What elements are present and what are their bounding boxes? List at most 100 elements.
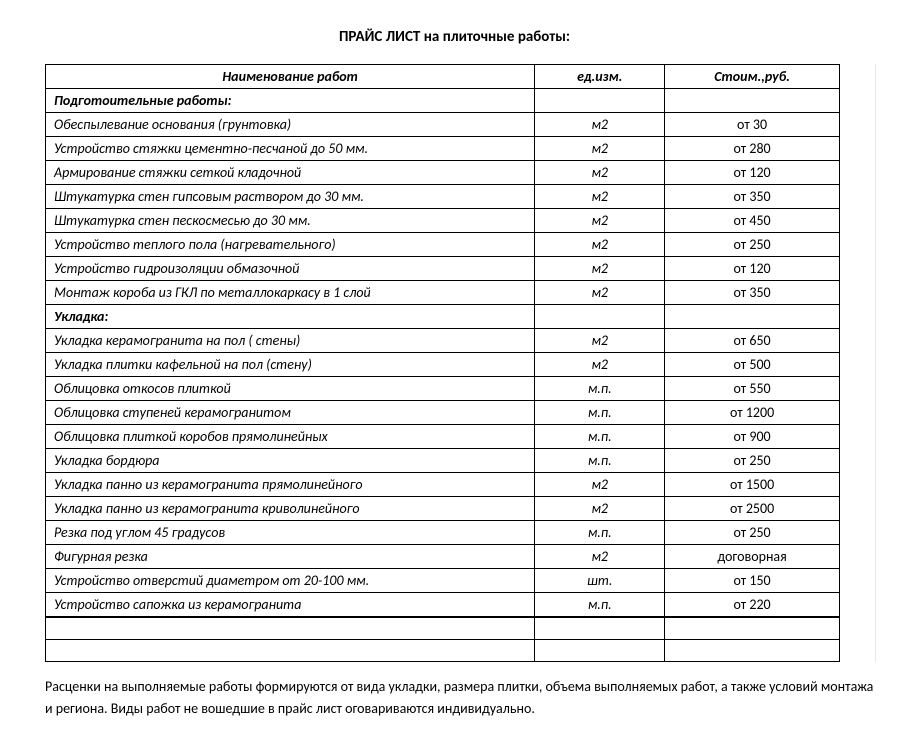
price-table: Наименование работ ед.изм. Стоим.,руб. П… [45,64,840,617]
blank-cell [46,640,535,662]
header-name: Наименование работ [46,65,535,89]
cell-name: Устройство гидроизоляции обмазочной [46,257,535,281]
cell-price: от 250 [665,521,840,545]
cell-price: от 2500 [665,497,840,521]
cell-name: Облицовка ступеней керамогранитом [46,401,535,425]
cell-price: от 1200 [665,401,840,425]
cell-name: Резка под углом 45 градусов [46,521,535,545]
cell-unit: м2 [535,473,665,497]
cell-name: Укладка: [46,305,535,329]
table-row: Устройство стяжки цементно-песчаной до 5… [46,137,840,161]
cell-name: Штукатурка стен гипсовым раствором до 30… [46,185,535,209]
cell-price: от 250 [665,449,840,473]
cell-name: Армирование стяжки сеткой кладочной [46,161,535,185]
cell-unit [535,89,665,113]
page-title: ПРАЙС ЛИСТ на плиточные работы: [10,28,899,46]
cell-name: Фигурная резка [46,545,535,569]
table-row: Резка под углом 45 градусовм.п.от 250 [46,521,840,545]
section-row: Подготоительные работы: [46,89,840,113]
cell-price: от 1500 [665,473,840,497]
cell-unit: м2 [535,209,665,233]
cell-name: Подготоительные работы: [46,89,535,113]
table-body: Подготоительные работы:Обеспылевание осн… [46,89,840,617]
table-row: Укладка плитки кафельной на пол (стену)м… [46,353,840,377]
cell-name: Монтаж короба из ГКЛ по металлокаркасу в… [46,281,535,305]
cell-unit: м2 [535,497,665,521]
cell-name: Укладка панно из керамогранита криволине… [46,497,535,521]
cell-price [665,89,840,113]
table-row: Устройство сапожка из керамогранитам.п.о… [46,593,840,617]
cell-unit: м2 [535,257,665,281]
header-row: Наименование работ ед.изм. Стоим.,руб. [46,65,840,89]
table-row: Устройство отверстий диаметром от 20-100… [46,569,840,593]
page: ПРАЙС ЛИСТ на плиточные работы: Наименов… [0,0,909,739]
cell-unit: м.п. [535,377,665,401]
table-wrapper: Наименование работ ед.изм. Стоим.,руб. П… [45,64,909,662]
faint-grid [840,64,909,662]
table-row: Устройство теплого пола (нагревательного… [46,233,840,257]
cell-price: от 350 [665,281,840,305]
cell-unit: м2 [535,281,665,305]
cell-price [665,305,840,329]
cell-price: от 500 [665,353,840,377]
cell-unit: м2 [535,137,665,161]
table-row: Укладка керамогранита на пол ( стены)м2о… [46,329,840,353]
table-row: Обеспылевание основания (грунтовка)м2от … [46,113,840,137]
table-row: Штукатурка стен пескосмесью до 30 мм.м2о… [46,209,840,233]
cell-name: Укладка панно из керамогранита прямолине… [46,473,535,497]
cell-price: от 280 [665,137,840,161]
cell-price: договорная [665,545,840,569]
cell-unit: шт. [535,569,665,593]
table-row: Штукатурка стен гипсовым раствором до 30… [46,185,840,209]
cell-price: от 900 [665,425,840,449]
cell-price: от 220 [665,593,840,617]
cell-price: от 150 [665,569,840,593]
cell-unit: м.п. [535,401,665,425]
cell-unit: м2 [535,113,665,137]
table-row: Облицовка ступеней керамогранитомм.п.от … [46,401,840,425]
table-row: Облицовка плиткой коробов прямолинейныхм… [46,425,840,449]
cell-unit: м.п. [535,521,665,545]
cell-price: от 250 [665,233,840,257]
cell-name: Укладка бордюра [46,449,535,473]
table-row: Укладка панно из керамогранита криволине… [46,497,840,521]
table-row: Фигурная резкам2договорная [46,545,840,569]
cell-name: Штукатурка стен пескосмесью до 30 мм. [46,209,535,233]
cell-price: от 120 [665,257,840,281]
table-row: Укладка панно из керамогранита прямолине… [46,473,840,497]
cell-name: Устройство теплого пола (нагревательного… [46,233,535,257]
cell-unit: м2 [535,185,665,209]
cell-price: от 350 [665,185,840,209]
cell-unit: м2 [535,161,665,185]
blank-rows-table [45,617,840,662]
cell-price: от 650 [665,329,840,353]
cell-name: Устройство стяжки цементно-песчаной до 5… [46,137,535,161]
footer-note: Расценки на выполняемые работы формируют… [45,676,875,719]
cell-unit: м2 [535,329,665,353]
cell-name: Укладка плитки кафельной на пол (стену) [46,353,535,377]
cell-unit: м.п. [535,425,665,449]
table-row: Устройство гидроизоляции обмазочнойм2от … [46,257,840,281]
table-row: Монтаж короба из ГКЛ по металлокаркасу в… [46,281,840,305]
cell-name: Устройство отверстий диаметром от 20-100… [46,569,535,593]
cell-price: от 450 [665,209,840,233]
cell-name: Устройство сапожка из керамогранита [46,593,535,617]
blank-cell [665,618,840,640]
table-row: Армирование стяжки сеткой кладочнойм2от … [46,161,840,185]
cell-name: Обеспылевание основания (грунтовка) [46,113,535,137]
blank-row [46,640,840,662]
blank-cell [46,618,535,640]
header-unit: ед.изм. [535,65,665,89]
cell-unit: м2 [535,233,665,257]
table-row: Облицовка откосов плиткойм.п.от 550 [46,377,840,401]
blank-cell [665,640,840,662]
cell-unit: м2 [535,545,665,569]
cell-price: от 30 [665,113,840,137]
cell-name: Облицовка плиткой коробов прямолинейных [46,425,535,449]
header-price: Стоим.,руб. [665,65,840,89]
table-row: Укладка бордюрам.п.от 250 [46,449,840,473]
cell-unit: м.п. [535,449,665,473]
cell-unit: м.п. [535,593,665,617]
cell-unit: м2 [535,353,665,377]
cell-name: Облицовка откосов плиткой [46,377,535,401]
